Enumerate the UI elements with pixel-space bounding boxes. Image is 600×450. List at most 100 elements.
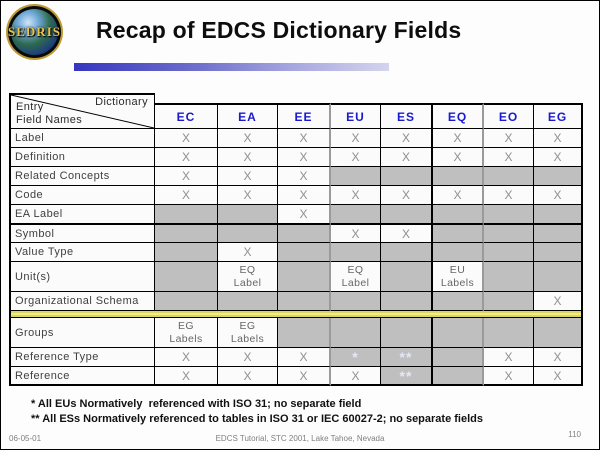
table-cell: X bbox=[155, 348, 218, 367]
table-cell: X bbox=[155, 129, 218, 148]
table-cell: X bbox=[534, 348, 583, 367]
table-cell: X bbox=[278, 129, 331, 148]
row-label: Value Type bbox=[9, 243, 155, 262]
table-cell: X bbox=[155, 367, 218, 386]
column-header-group: EE bbox=[278, 93, 331, 129]
sedris-logo-text: SEDRIS bbox=[8, 24, 61, 39]
table-cell: EQ Label bbox=[218, 262, 278, 292]
table-cell bbox=[278, 243, 331, 262]
row-label: Organizational Schema bbox=[9, 292, 155, 311]
table-cell bbox=[433, 292, 484, 311]
table-cell: * bbox=[331, 348, 381, 367]
table-cell bbox=[433, 318, 484, 348]
table-cell bbox=[534, 262, 583, 292]
row-label: Label bbox=[9, 129, 155, 148]
row-label: Related Concepts bbox=[9, 167, 155, 186]
table-cell: X bbox=[381, 148, 433, 167]
table-cell: X bbox=[155, 186, 218, 205]
table-cell bbox=[534, 243, 583, 262]
column-header: EQ bbox=[433, 103, 484, 129]
footer-page-number: 110 bbox=[568, 430, 581, 439]
column-header-group: EG bbox=[534, 93, 583, 129]
table-cell bbox=[278, 224, 331, 243]
column-header: EE bbox=[278, 103, 331, 129]
table-cell bbox=[534, 167, 583, 186]
table-cell: X bbox=[155, 167, 218, 186]
table-cell: X bbox=[278, 167, 331, 186]
table-cell: X bbox=[484, 148, 534, 167]
table-cell: X bbox=[331, 224, 381, 243]
row-label: Symbol bbox=[9, 224, 155, 243]
footer-date: 06-05-01 bbox=[9, 434, 42, 443]
table-cell: X bbox=[484, 129, 534, 148]
table-cell bbox=[155, 292, 218, 311]
row-label: Reference bbox=[9, 367, 155, 386]
table-cell: X bbox=[278, 348, 331, 367]
table-cell: X bbox=[331, 148, 381, 167]
table-cell: X bbox=[278, 367, 331, 386]
table-cell bbox=[381, 318, 433, 348]
table-cell: X bbox=[534, 367, 583, 386]
table-cell bbox=[381, 292, 433, 311]
table-cell bbox=[155, 243, 218, 262]
table-cell: X bbox=[381, 129, 433, 148]
column-header: ES bbox=[381, 103, 433, 129]
column-header: EO bbox=[484, 103, 534, 129]
column-header: EA bbox=[218, 103, 278, 129]
table-cell bbox=[155, 262, 218, 292]
table-cell: X bbox=[218, 148, 278, 167]
table-cell: X bbox=[278, 186, 331, 205]
table-cell: ** bbox=[381, 367, 433, 386]
corner-label-dictionary: Dictionary bbox=[95, 96, 148, 108]
table-cell: X bbox=[433, 148, 484, 167]
table-cell bbox=[331, 318, 381, 348]
table-corner-cell: Dictionary Entry Field Names bbox=[9, 93, 155, 129]
table-cell: ** bbox=[381, 348, 433, 367]
table-cell: X bbox=[534, 148, 583, 167]
table-cell: X bbox=[218, 367, 278, 386]
table-cell bbox=[331, 243, 381, 262]
table-cell: X bbox=[484, 348, 534, 367]
table-cell: X bbox=[218, 186, 278, 205]
table-cell: X bbox=[534, 186, 583, 205]
table-cell bbox=[484, 167, 534, 186]
table-cell bbox=[155, 224, 218, 243]
table-cell bbox=[534, 224, 583, 243]
table-cell bbox=[278, 318, 331, 348]
row-label: EA Label bbox=[9, 205, 155, 224]
table-cell: X bbox=[155, 148, 218, 167]
table-cell bbox=[218, 292, 278, 311]
table-cell bbox=[331, 205, 381, 224]
table-cell: X bbox=[534, 292, 583, 311]
corner-label-entry-field-names: Entry Field Names bbox=[16, 101, 83, 126]
row-label: Definition bbox=[9, 148, 155, 167]
footnote-es: ** All ESs Normatively referenced to tab… bbox=[31, 413, 483, 425]
title-underline-bar bbox=[74, 63, 389, 71]
table-cell: X bbox=[218, 129, 278, 148]
table-cell: X bbox=[331, 367, 381, 386]
column-header: EG bbox=[534, 103, 583, 129]
column-header-group: EC bbox=[155, 93, 218, 129]
table-cell bbox=[218, 224, 278, 243]
table-cell bbox=[484, 318, 534, 348]
table-cell: X bbox=[381, 224, 433, 243]
table-cell bbox=[381, 243, 433, 262]
table-cell: X bbox=[534, 129, 583, 148]
table-cell: X bbox=[433, 186, 484, 205]
table-cell bbox=[278, 262, 331, 292]
row-label: Groups bbox=[9, 318, 155, 348]
table-cell bbox=[381, 262, 433, 292]
table-cell bbox=[484, 224, 534, 243]
fields-table: Dictionary Entry Field Names EC EA EE EU ES E… bbox=[9, 93, 583, 386]
table-cell: X bbox=[331, 186, 381, 205]
table-cell: X bbox=[218, 243, 278, 262]
table-cell bbox=[484, 262, 534, 292]
table-cell: EU Labels bbox=[433, 262, 484, 292]
table-cell bbox=[218, 205, 278, 224]
table-cell bbox=[484, 205, 534, 224]
footer-title: EDCS Tutorial, STC 2001, Lake Tahoe, Nev… bbox=[215, 434, 385, 443]
sedris-logo: SEDRIS bbox=[6, 4, 63, 60]
table-cell: X bbox=[381, 186, 433, 205]
table-cell: EG Labels bbox=[218, 318, 278, 348]
table-cell bbox=[381, 205, 433, 224]
